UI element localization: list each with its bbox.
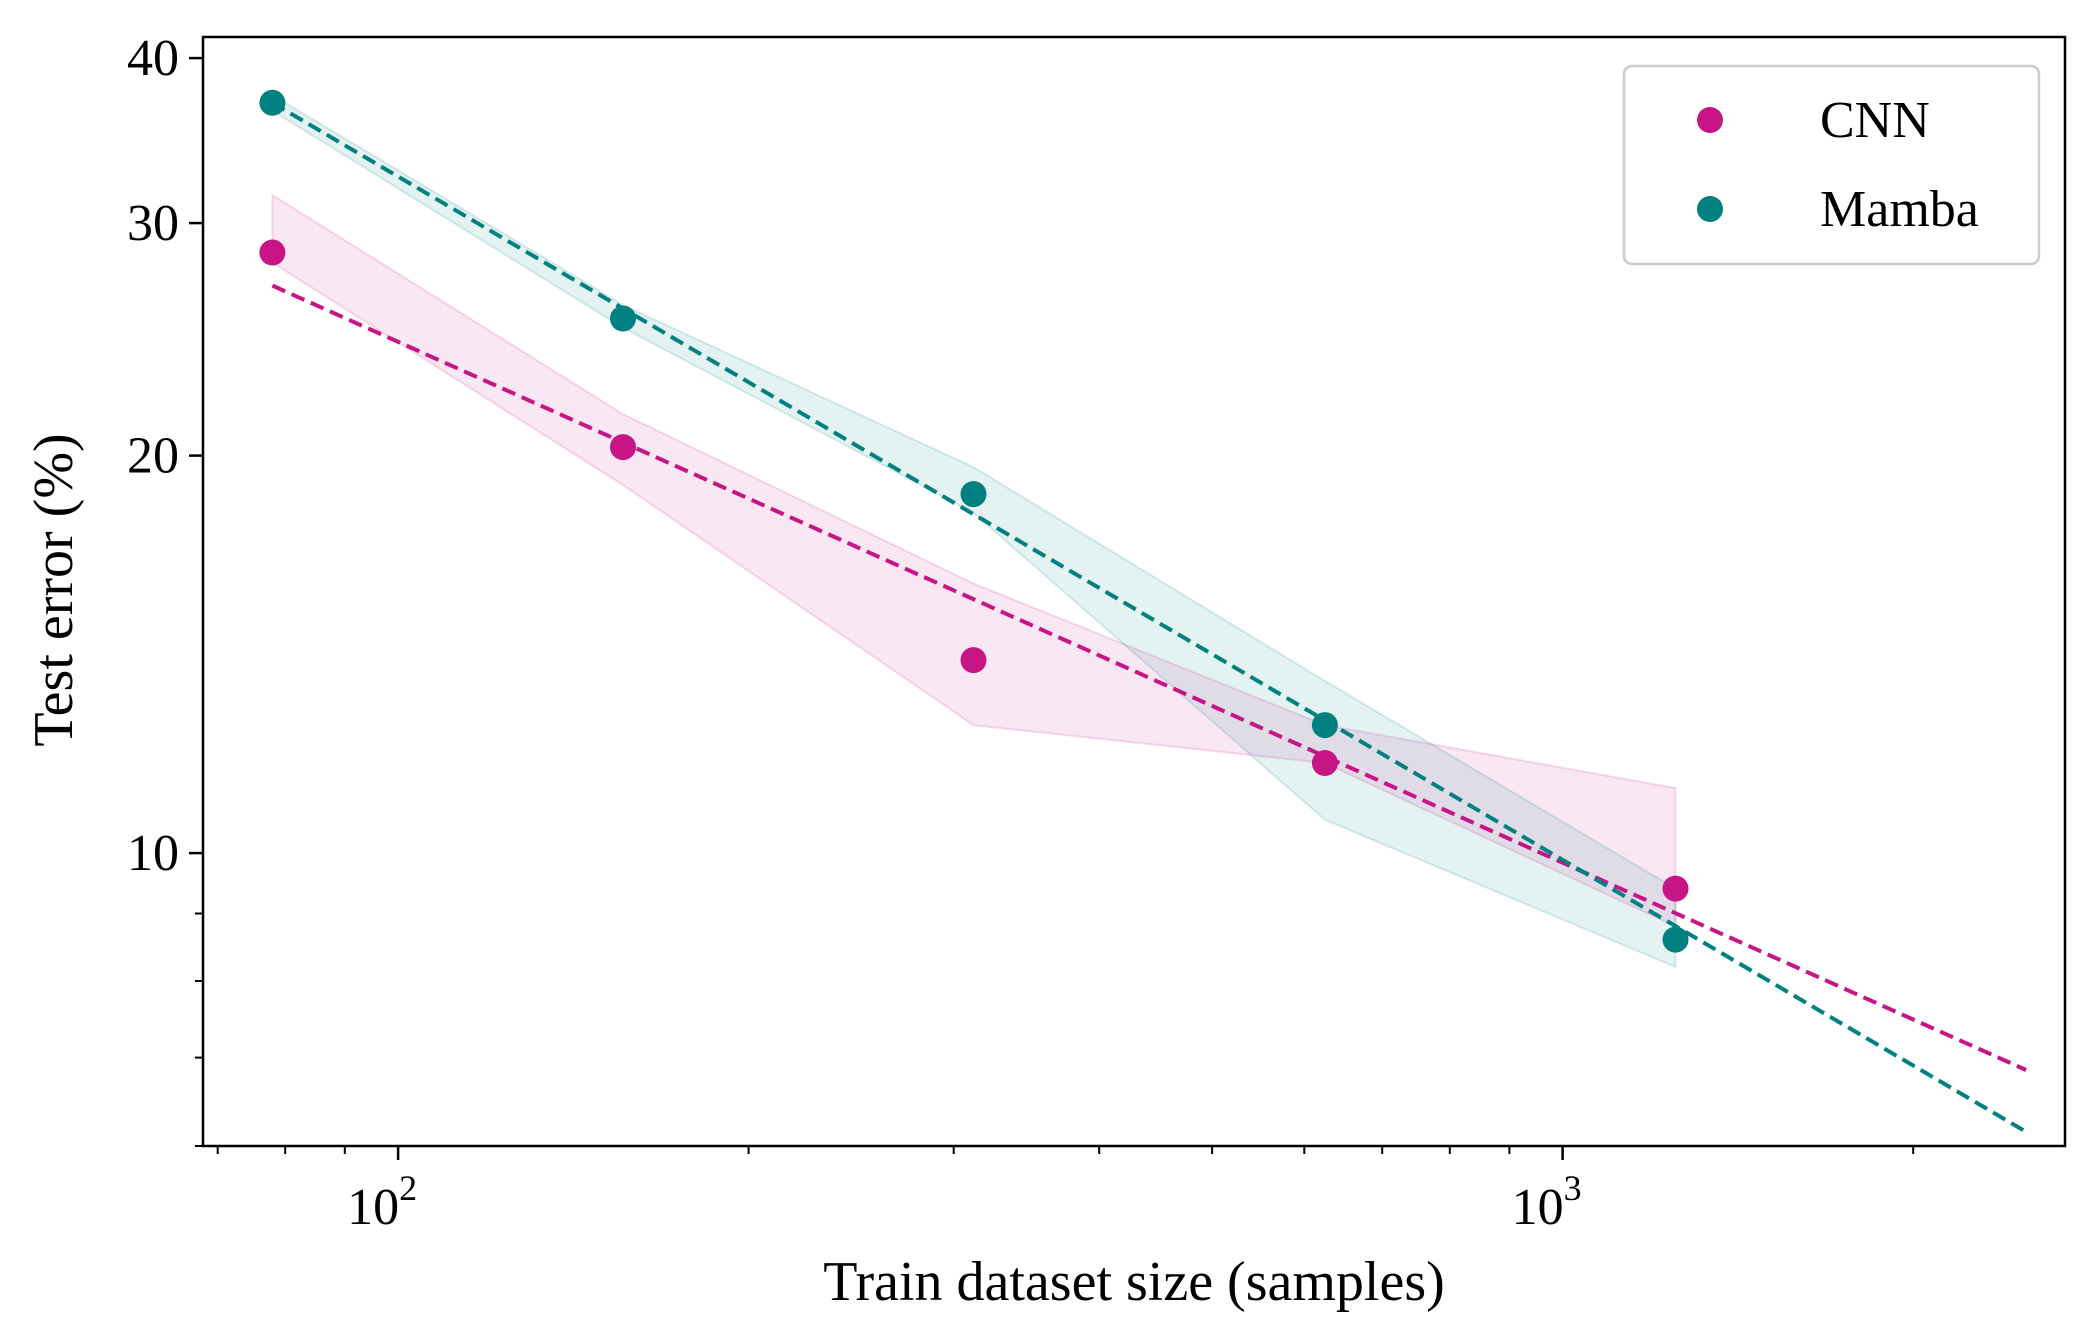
point-mamba-4	[1311, 712, 1338, 739]
data-points	[259, 89, 1689, 953]
x-tick-label-2: 103	[1512, 1168, 1582, 1236]
x-axis-ticks: 102 103	[216, 1146, 1915, 1236]
y-axis-label: Test error (%)	[23, 433, 85, 746]
legend-label-mamba: Mamba	[1820, 181, 1979, 238]
fit-lines	[271, 101, 2028, 1134]
x-axis-label: Train dataset size (samples)	[823, 1251, 1445, 1313]
point-cnn-5	[1662, 875, 1689, 902]
point-cnn-3	[960, 647, 987, 674]
point-cnn-1	[259, 239, 286, 266]
point-mamba-2	[610, 305, 636, 332]
x-tick-label-1: 102	[347, 1168, 417, 1236]
y-tick-label-30: 30	[127, 195, 179, 252]
y-axis-ticks: 10 20 30 40	[127, 30, 203, 1147]
point-cnn-4	[1311, 750, 1338, 776]
point-mamba-1	[259, 89, 286, 116]
y-tick-label-40: 40	[127, 30, 179, 87]
point-cnn-2	[610, 434, 636, 461]
legend-box	[1622, 64, 2041, 266]
fit-line-cnn	[271, 283, 2027, 1072]
legend-marker-mamba	[1697, 196, 1723, 222]
fit-line-mamba	[271, 101, 2028, 1134]
legend-marker-cnn	[1697, 107, 1723, 133]
point-mamba-3	[960, 481, 987, 508]
point-mamba-5	[1662, 926, 1689, 953]
y-tick-label-20: 20	[127, 428, 179, 485]
legend-label-cnn: CNN	[1820, 92, 1930, 149]
y-tick-label-10: 10	[127, 825, 179, 882]
plot-area-frame	[201, 35, 2067, 1148]
legend: CNN Mamba	[1622, 64, 2041, 266]
